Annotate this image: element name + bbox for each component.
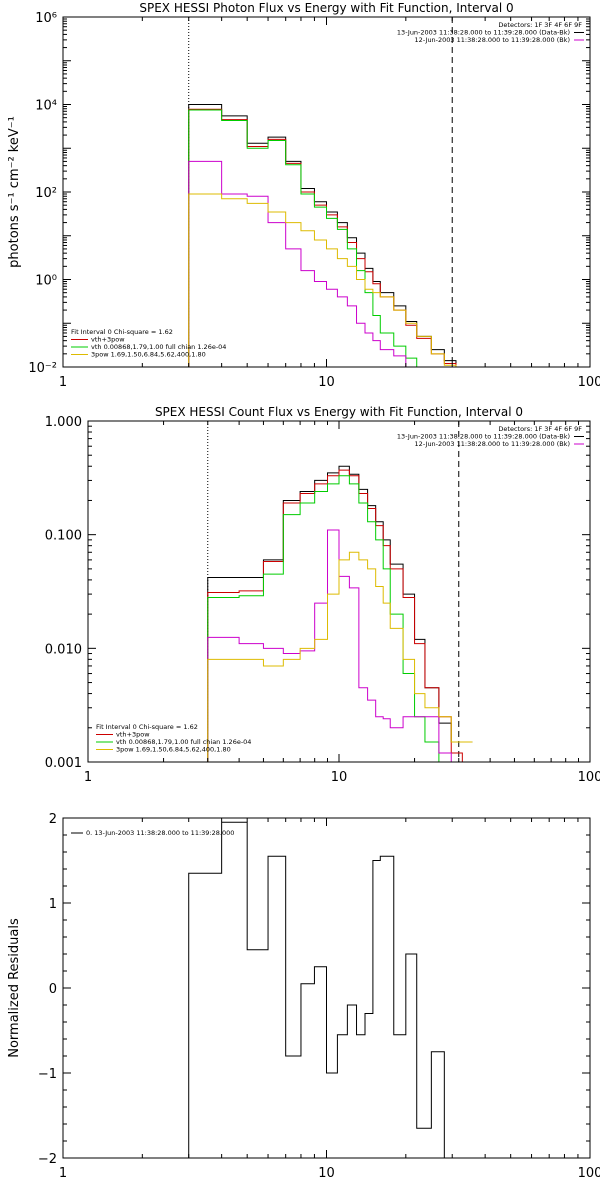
y-tick-label: 10⁴ — [35, 99, 57, 114]
series-line-2 — [207, 475, 473, 762]
series-line-0 — [207, 465, 473, 762]
legend-top-entry: Detectors: 1F 3F 4F 6F 9F — [498, 21, 582, 29]
y-tick-label: 10² — [35, 186, 57, 201]
legend-top-entry: 13-Jun-2003 11:38:28.000 to 11:39:28.000… — [397, 29, 570, 37]
series-line-2 — [188, 109, 467, 367]
y-tick-label: 0.010 — [45, 642, 82, 657]
y-tick-label: 10⁶ — [35, 11, 57, 26]
legend-top-entry: 12-Jun-2003 11:38:28.000 to 11:39:28.000… — [415, 36, 570, 44]
series-line-1 — [188, 108, 467, 367]
legend-bottom-entry: 3pow 1.69,1.50,6.84,5.62,400,1.80 — [91, 351, 206, 359]
legend-top-entry: Detectors: 1F 3F 4F 6F 9F — [498, 425, 582, 433]
x-tick-label: 1 — [84, 770, 92, 785]
y-tick-label: −2 — [38, 1152, 57, 1167]
y-axis-label: photons s⁻¹ cm⁻² keV⁻¹ — [7, 116, 22, 268]
y-tick-label: 0 — [49, 982, 57, 997]
y-tick-label: −1 — [38, 1067, 57, 1082]
y-tick-label: 0.100 — [45, 529, 82, 544]
legend-bottom-entry: Fit Interval 0 Chi-square = 1.62 — [71, 328, 173, 336]
legend-bottom-entry: 3pow 1.69,1.50,6.84,5.62,400,1.80 — [116, 746, 231, 754]
y-tick-label: 1.000 — [45, 415, 82, 430]
y-tick-label: 0.001 — [45, 756, 82, 771]
series-group — [207, 465, 473, 762]
x-tick-label: 100 — [578, 770, 600, 785]
legend-bottom-entry: vth+3pow — [91, 336, 125, 344]
x-tick-label: 100 — [578, 375, 600, 390]
legend-top-entry: 12-Jun-2003 11:38:28.000 to 11:39:28.000… — [415, 440, 570, 448]
legend-bottom-entry: vth 0.00868,1.79,1.00 full chian 1.26e-0… — [116, 738, 251, 746]
plot-frame — [62, 16, 591, 368]
x-tick-label: 100 — [578, 1166, 600, 1181]
residuals-panel: 1 10 100 −2 −1 0 1 2 Normalized Residuals 0. 13-J… — [7, 812, 600, 1181]
x-tick-label: 1 — [59, 375, 67, 390]
series-line-3 — [207, 529, 473, 762]
chart-title: SPEX HESSI Photon Flux vs Energy with Fi… — [139, 1, 513, 15]
series-line-1 — [207, 469, 473, 762]
series-line-3 — [188, 160, 467, 367]
legend-entry: 0. 13-Jun-2003 11:38:28.000 to 11:39:28.… — [86, 829, 234, 837]
series-group — [188, 821, 456, 1158]
chart-title: SPEX HESSI Count Flux vs Energy with Fit… — [155, 405, 523, 419]
series-line-0 — [188, 104, 467, 367]
y-tick-label: 2 — [49, 812, 57, 827]
photon-flux-panel: 1 10 100 10⁻² 10⁰ 10² 10⁴ 10⁶ SPEX HESSI Photon … — [7, 1, 600, 390]
x-tick-label: 10 — [318, 1166, 335, 1181]
legend-bottom-entry: Fit Interval 0 Chi-square = 1.62 — [96, 723, 198, 731]
legend-top-entry: 13-Jun-2003 11:38:28.000 to 11:39:28.000… — [397, 433, 570, 441]
series-group — [188, 104, 467, 367]
series-line-4 — [207, 551, 473, 762]
y-axis-label: Normalized Residuals — [7, 918, 22, 1058]
y-tick-label: 1 — [49, 897, 57, 912]
y-tick-label: 10⁻² — [28, 361, 57, 376]
x-tick-label: 1 — [59, 1166, 67, 1181]
series-line-4 — [188, 193, 467, 367]
legend-bottom-entry: vth+3pow — [116, 731, 150, 739]
series-line-0 — [188, 821, 456, 1158]
x-tick-label: 10 — [331, 770, 348, 785]
y-tick-label: 10⁰ — [35, 274, 57, 289]
count-flux-panel: 1 10 100 0.001 0.010 0.100 1.000 SPEX HESSI Cou… — [45, 405, 600, 785]
legend-bottom-entry: vth 0.00868,1.79,1.00 full chian 1.26e-0… — [91, 343, 226, 351]
x-tick-label: 10 — [318, 375, 335, 390]
